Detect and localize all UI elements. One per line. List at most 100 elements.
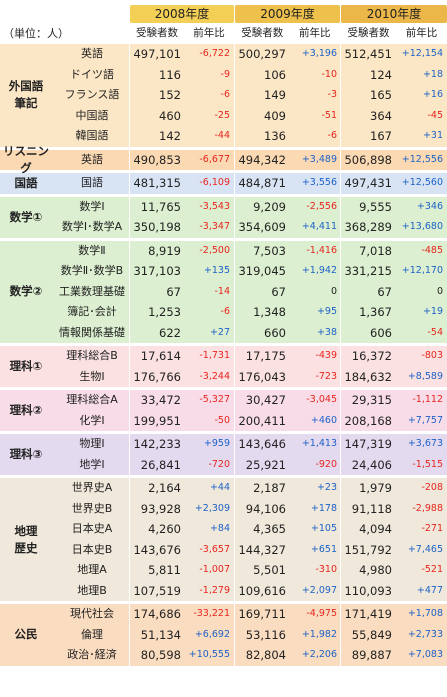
examinee-count: 143,646 [238, 437, 286, 451]
subject-label: 政治･経済 [67, 648, 117, 661]
subject-label: 数学Ⅱ･数学B [60, 264, 124, 277]
yoy-change: -723 [315, 370, 337, 382]
unit-label: （単位：人） [3, 27, 69, 40]
examinee-count: 317,103 [133, 264, 181, 278]
group-label: 数学② [9, 284, 43, 299]
subject-label: 世界史A [71, 481, 113, 494]
examinee-count: 368,289 [344, 220, 392, 234]
subject-label: 世界史B [71, 501, 113, 515]
yoy-change: +1,982 [301, 628, 337, 640]
subject-label: 日本史A [71, 522, 113, 535]
subject-label: 日本史B [71, 542, 113, 556]
yoy-change: -521 [421, 564, 443, 575]
yoy-change: +460 [310, 414, 337, 426]
yoy-change: -6,722 [199, 48, 230, 59]
examinee-count: 484,871 [238, 176, 286, 190]
group-band [0, 434, 447, 475]
yoy-change: -1,731 [199, 350, 230, 361]
yoy-change: +19 [422, 306, 443, 317]
group-label: 理科① [9, 359, 43, 373]
examinee-count: 2,164 [148, 481, 181, 495]
yoy-change: +7,083 [407, 649, 443, 660]
examinee-count: 2,187 [253, 481, 286, 495]
yoy-change: -10 [321, 68, 337, 80]
yoy-change: +95 [316, 306, 337, 317]
yoy-change: -720 [208, 458, 230, 470]
yoy-change: +7,757 [407, 414, 443, 426]
examinee-count: 91,118 [351, 501, 392, 516]
yoy-change: +84 [209, 523, 230, 534]
subject-label: 理科総合A [66, 393, 118, 406]
yoy-change: -45 [427, 109, 443, 121]
subject-label: 英語 [81, 152, 103, 166]
yoy-change: -6 [220, 89, 230, 100]
subject-label: 数学Ⅱ [78, 243, 106, 257]
examinee-count: 89,887 [351, 648, 392, 662]
examinee-count: 4,365 [253, 522, 286, 536]
examinee-count: 7,018 [359, 243, 392, 258]
examinee-count: 1,348 [253, 305, 286, 319]
yoy-change: +7,465 [407, 543, 443, 555]
yoy-change: +4,411 [301, 221, 337, 232]
examinee-count: 136 [264, 129, 286, 143]
examinee-count: 169,711 [238, 607, 286, 621]
examinee-count: 497,101 [133, 47, 181, 61]
yoy-change: +2,733 [407, 628, 443, 640]
examinee-count: 116 [159, 67, 181, 82]
yoy-change: +3,196 [301, 48, 337, 59]
yoy-change: -920 [315, 458, 337, 470]
examinee-count: 506,898 [344, 152, 392, 167]
examinee-count: 494,342 [238, 152, 286, 167]
group-label: 公民 [14, 627, 38, 642]
col-header-yoy: 前年比 [405, 27, 438, 39]
subject-label: 化学Ⅰ [79, 413, 105, 427]
year-header: 2009年度 [235, 5, 340, 23]
examinee-count: 1,979 [359, 481, 392, 495]
yoy-change: +959 [203, 438, 230, 449]
examinee-count: 124 [370, 67, 392, 82]
subject-label: 英語 [81, 47, 103, 60]
examinee-count: 107,519 [133, 583, 181, 598]
yoy-change: -439 [315, 350, 337, 361]
group-band [0, 604, 447, 666]
examinee-count: 460 [159, 108, 181, 123]
yoy-change: -6,677 [199, 153, 230, 165]
examinee-count: 199,951 [133, 413, 181, 428]
group-band [0, 478, 447, 601]
yoy-change: +178 [310, 502, 337, 514]
yoy-change: +3,489 [301, 153, 337, 165]
yoy-change: -2,500 [199, 244, 230, 256]
examinee-count: 106 [264, 67, 286, 82]
yoy-change: +6,692 [194, 628, 230, 640]
yoy-change: -208 [421, 482, 443, 493]
examinee-count: 147,319 [344, 437, 392, 451]
examinee-count: 93,928 [140, 501, 181, 516]
yoy-change: +27 [209, 326, 230, 338]
yoy-change: +1,942 [301, 265, 337, 276]
year-header: 2010年度 [341, 5, 447, 23]
examinee-count: 5,811 [148, 563, 181, 577]
yoy-change: +1,413 [301, 438, 337, 449]
examinee-count: 200,411 [238, 413, 286, 428]
examinee-count: 497,431 [344, 176, 392, 190]
examinee-count: 350,198 [133, 220, 181, 234]
yoy-change: +12,154 [401, 48, 443, 59]
subject-label: 理科総合B [66, 349, 118, 362]
examinee-count: 110,093 [344, 583, 392, 598]
yoy-change: -271 [421, 523, 443, 534]
examinee-count: 354,609 [238, 220, 286, 234]
group-label: 外国語 筆記 [8, 79, 44, 111]
subject-label: 物理Ⅰ [79, 437, 105, 450]
examinee-count: 30,427 [245, 393, 286, 407]
yoy-change: +38 [316, 326, 337, 338]
yoy-change: +12,560 [401, 177, 443, 188]
subject-label: フランス語 [64, 88, 120, 101]
examinee-count: 11,765 [140, 199, 181, 214]
yoy-change: +2,206 [301, 649, 337, 660]
yoy-change: -14 [214, 285, 230, 297]
yoy-change: +10,555 [188, 649, 230, 660]
examinee-count: 7,503 [253, 243, 286, 258]
examinee-count: 364 [370, 108, 392, 123]
yoy-change: -3 [327, 89, 337, 100]
examinee-count: 152 [159, 88, 181, 102]
